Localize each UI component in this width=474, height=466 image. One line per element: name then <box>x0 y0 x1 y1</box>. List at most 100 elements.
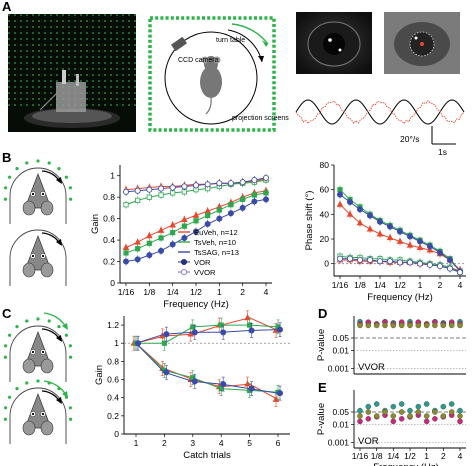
stimulus-dot <box>8 175 12 179</box>
series-line-TsSAG-up <box>135 329 279 344</box>
pvalue-point <box>365 403 372 410</box>
marker-square <box>161 340 167 346</box>
panel-label-b: B <box>2 150 11 165</box>
eye-trace <box>295 100 465 125</box>
stimulus-dot <box>15 325 19 329</box>
x-tick-label: 6 <box>276 438 281 448</box>
mouse-pupil <box>41 350 45 354</box>
arena-outline <box>9 387 67 444</box>
legend-label: EuVeh, n=12 <box>194 228 238 237</box>
stimulus-dot <box>4 344 8 348</box>
marker-circle <box>426 243 433 250</box>
y-tick-label: 0 <box>114 429 119 439</box>
pvalue-point <box>373 401 380 407</box>
pvalue-point <box>365 322 372 329</box>
marker-circle <box>336 255 343 262</box>
pvalue-point <box>432 322 438 329</box>
pvalue-point <box>390 322 397 329</box>
x-axis-label: Frequency (Hz) <box>163 299 228 310</box>
rotation-arrowhead <box>56 397 62 404</box>
marker-circle <box>181 183 188 190</box>
x-tick-label: 1 <box>424 451 429 461</box>
marker-square <box>218 386 224 392</box>
pvalue-point <box>357 418 363 425</box>
pvalue-point <box>398 401 405 407</box>
y-tick-label: 0.01 <box>332 420 349 430</box>
mouse-head <box>24 393 52 429</box>
marker-circle <box>336 191 343 198</box>
mouse-ear <box>40 420 54 436</box>
marker-circle <box>220 329 227 336</box>
stimulus-dot <box>8 333 12 337</box>
marker-circle <box>276 390 283 397</box>
stimulus-dot <box>68 406 72 410</box>
y-tick-label: 0.6 <box>103 214 115 224</box>
marker-circle <box>447 265 454 272</box>
marker-circle <box>163 331 170 338</box>
y-tick-label: 1.2 <box>107 320 119 330</box>
stimulus-arrowhead <box>62 323 68 330</box>
pvalue-point <box>457 407 463 414</box>
y-tick-label: 0 <box>110 278 115 288</box>
mouse-head <box>24 235 52 271</box>
eye-velocity-traces <box>295 99 465 125</box>
trace-scale-bar: 20°/s 1s <box>400 126 456 157</box>
marker-circle <box>347 198 354 205</box>
stimulus-dot <box>25 161 29 165</box>
marker-square <box>135 197 141 203</box>
marker-triangle <box>346 210 354 217</box>
chart-c-gain: 0 0.2 0.4 0.6 0.8 1 1.2 1 2 3 4 5 6 Catch trials Gain <box>94 310 290 461</box>
stimulus-dot <box>47 161 51 165</box>
series-line-EuVeh-up <box>135 317 279 344</box>
series-line-TsSAG-down <box>135 342 279 394</box>
pvalue-point <box>457 322 463 329</box>
pvalue-point <box>457 413 463 419</box>
marker-triangle <box>169 221 176 228</box>
pvalue-point <box>448 409 455 415</box>
setup-photo <box>8 14 136 132</box>
stimulus-dot <box>68 186 72 190</box>
x-axis-label: Frequency (Hz) <box>367 292 432 303</box>
marker-circle <box>406 259 413 266</box>
series-line-TsVeh-up <box>136 324 279 344</box>
marker-circle <box>216 180 223 187</box>
x-tick-label: 3 <box>190 438 195 448</box>
screens-label: projection screens <box>232 115 289 122</box>
mouse-diagram-gain-up <box>3 312 73 382</box>
marker-square <box>123 202 129 208</box>
x-tick-label: 1 <box>217 287 222 297</box>
marker-circle <box>436 249 443 256</box>
pvalue-point <box>390 413 397 419</box>
x-tick-label: 1/8 <box>143 287 155 297</box>
pvalue-point <box>415 322 422 329</box>
y-tick-label: 1 <box>110 171 115 181</box>
legend-label: VVOR <box>194 268 216 277</box>
marker-circle <box>447 256 454 263</box>
mouse-ear <box>40 262 54 278</box>
pvalue-point <box>407 413 413 419</box>
stimulus-dot <box>68 344 72 348</box>
legend-marker <box>180 268 188 276</box>
marker-circle <box>192 182 199 189</box>
pvalue-point <box>398 416 405 422</box>
y-tick-label: 0.05 <box>332 407 349 417</box>
panel-label-c: C <box>2 306 12 321</box>
mouse-ear <box>22 358 36 374</box>
pvalue-point <box>432 416 438 422</box>
marker-triangle <box>356 219 364 226</box>
marker-circle <box>387 223 394 230</box>
y-axis-label: Gain <box>94 365 105 385</box>
stimulus-dot <box>64 175 68 179</box>
legend-label: TsVeh, n=10 <box>194 238 236 247</box>
stimulus-dot <box>3 355 7 359</box>
x-tick-label: 2 <box>162 438 167 448</box>
marker-triangle <box>376 230 384 237</box>
marker-circle <box>204 220 211 227</box>
marker-circle <box>216 215 223 222</box>
marker-square <box>146 194 152 200</box>
stimulus-dot <box>15 387 19 391</box>
pvalue-point <box>382 322 388 329</box>
x-tick-label: 1/4 <box>387 451 399 461</box>
stimulus-dot <box>25 319 29 323</box>
marker-circle <box>123 188 130 195</box>
